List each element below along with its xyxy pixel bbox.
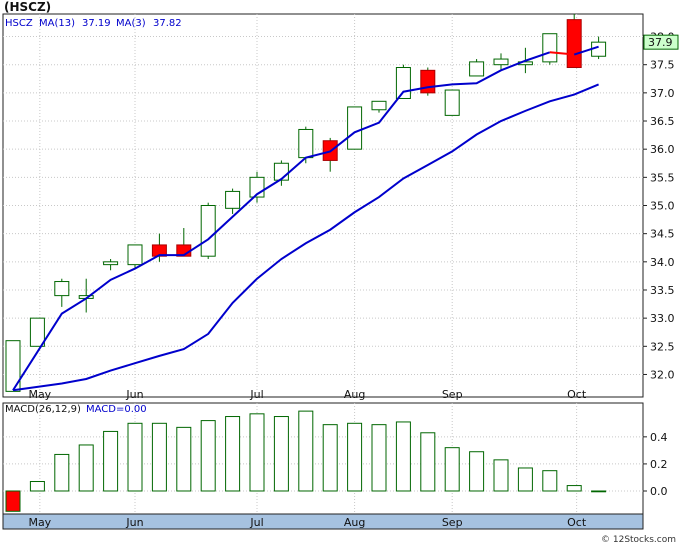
watermark-text: © 12Stocks.com	[601, 535, 676, 545]
candle-body	[298, 128, 314, 159]
last-price-box	[643, 34, 679, 50]
candle-body	[5, 340, 21, 392]
candle-body	[493, 58, 509, 66]
macd-bar	[395, 421, 411, 492]
candle-body	[54, 281, 70, 297]
macd-x-tick-label: Jul	[249, 516, 263, 529]
legend-symbol: HSCZ	[5, 18, 33, 29]
macd-x-tick-label: May	[28, 516, 51, 529]
x-axis-band	[2, 513, 644, 530]
candle-body	[225, 190, 241, 209]
macd-bar	[542, 470, 558, 492]
macd-bar	[420, 432, 436, 492]
macd-bar	[127, 422, 143, 492]
price-y-tick-label: 37.5	[650, 59, 675, 72]
ma3-line	[12, 51, 551, 391]
candle-body	[444, 89, 460, 116]
macd-bar	[469, 451, 485, 492]
price-y-tick-label: 32.0	[650, 368, 675, 381]
candle-body	[127, 244, 143, 266]
macd-bar	[5, 490, 21, 512]
price-y-tick-label: 33.5	[650, 284, 675, 297]
macd-bar	[444, 447, 460, 492]
candle-body	[29, 317, 45, 347]
macd-bar	[298, 410, 314, 492]
macd-bar	[273, 416, 289, 492]
price-y-tick-label: 35.5	[650, 171, 675, 184]
candle-body	[395, 67, 411, 99]
price-x-tick-label: Oct	[567, 388, 587, 401]
macd-y-tick-label: 0.2	[650, 458, 668, 471]
macd-bar	[176, 426, 192, 492]
macd-y-tick-label: 0.0	[650, 485, 668, 498]
macd-bar	[517, 467, 533, 492]
price-y-tick-label: 37.0	[650, 87, 675, 100]
macd-bar	[249, 413, 265, 492]
candle-body	[566, 19, 582, 69]
legend-ma3-label: MA(3)	[116, 18, 146, 29]
candle-body	[542, 33, 558, 63]
legend-ma13-value: 37.19	[82, 18, 111, 29]
legend-ma13-label: MA(13)	[39, 18, 75, 29]
candle-body	[103, 261, 119, 266]
price-x-tick-label: Sep	[442, 388, 463, 401]
price-x-tick-label: Jul	[249, 388, 263, 401]
price-y-tick-label: 35.0	[650, 200, 675, 213]
last-price-label: 37.9	[648, 36, 673, 49]
macd-bar	[54, 453, 70, 492]
chart-title: (HSCZ)	[4, 0, 51, 14]
candle-body	[371, 100, 387, 111]
price-x-tick-label: May	[28, 388, 51, 401]
macd-bar	[29, 481, 45, 492]
price-x-tick-label: Jun	[125, 388, 143, 401]
candle-body	[420, 69, 436, 94]
macd-x-tick-label: Sep	[442, 516, 463, 529]
price-y-tick-label: 36.5	[650, 115, 675, 128]
macd-bar	[78, 444, 94, 492]
macd-bar	[566, 485, 582, 492]
price-y-tick-label: 34.5	[650, 228, 675, 241]
candle-body	[273, 162, 289, 181]
macd-bar	[493, 459, 509, 492]
macd-bar	[347, 422, 363, 492]
price-panel-frame	[2, 13, 644, 398]
macd-bar	[200, 420, 216, 492]
macd-bar	[371, 424, 387, 492]
candle-body	[347, 106, 363, 150]
price-y-tick-label: 36.0	[650, 143, 675, 156]
price-y-tick-label: 33.0	[650, 312, 675, 325]
ma3-line-last	[573, 45, 599, 56]
ma13-line	[12, 83, 599, 392]
candle-body	[200, 205, 216, 257]
macd-bar	[103, 430, 119, 492]
price-x-tick-label: Aug	[344, 388, 365, 401]
macd-indicator-label: MACD(26,12,9)	[5, 404, 81, 415]
macd-x-tick-label: Jun	[125, 516, 143, 529]
legend-ma3-value: 37.82	[153, 18, 182, 29]
macd-x-tick-label: Oct	[567, 516, 587, 529]
macd-x-tick-label: Aug	[344, 516, 365, 529]
macd-y-tick-label: 0.4	[650, 431, 668, 444]
macd-bar	[322, 424, 338, 492]
macd-bar	[225, 416, 241, 492]
macd-bar	[151, 422, 167, 492]
price-y-tick-label: 32.5	[650, 340, 675, 353]
price-y-tick-label: 34.0	[650, 256, 675, 269]
macd-value-label: MACD=0.00	[86, 404, 147, 415]
macd-bar	[591, 490, 607, 493]
ma3-line-recent-red	[549, 51, 575, 56]
candle-body	[469, 61, 485, 77]
